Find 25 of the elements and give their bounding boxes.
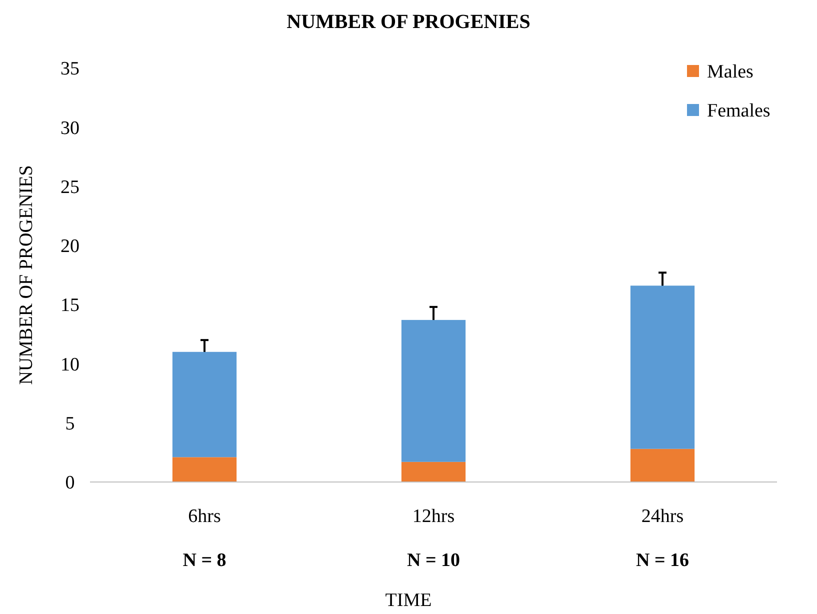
y-tick-label: 20	[60, 236, 80, 258]
x-tick-label: 12hrs	[412, 506, 455, 527]
bar	[630, 286, 695, 449]
chart-title: NUMBER OF PROGENIES	[286, 11, 530, 33]
y-tick-label: 15	[60, 295, 80, 316]
y-tick-label: 25	[60, 176, 80, 198]
y-tick-label: 0	[65, 472, 75, 494]
y-tick-label: 35	[60, 58, 80, 80]
bar	[172, 457, 237, 482]
y-tick-label: 10	[60, 354, 80, 376]
bar	[401, 320, 466, 462]
text: N = 10	[406, 550, 460, 571]
bar	[401, 462, 466, 482]
y-tick-label: 30	[60, 118, 80, 139]
y-tick-label: 5	[65, 414, 75, 435]
legend-label: Males	[707, 62, 754, 83]
bar	[172, 352, 237, 458]
bar	[630, 448, 695, 482]
text: N = 16	[636, 550, 690, 571]
y-axis-title: NUMBER OF PROGENIES	[16, 165, 37, 385]
x-tick-label: 6hrs	[188, 506, 221, 527]
text: N = 8	[182, 550, 226, 571]
legend-label: Females	[707, 100, 770, 122]
x-tick-label: 24hrs	[641, 506, 684, 527]
x-axis-title: TIME	[385, 590, 432, 611]
